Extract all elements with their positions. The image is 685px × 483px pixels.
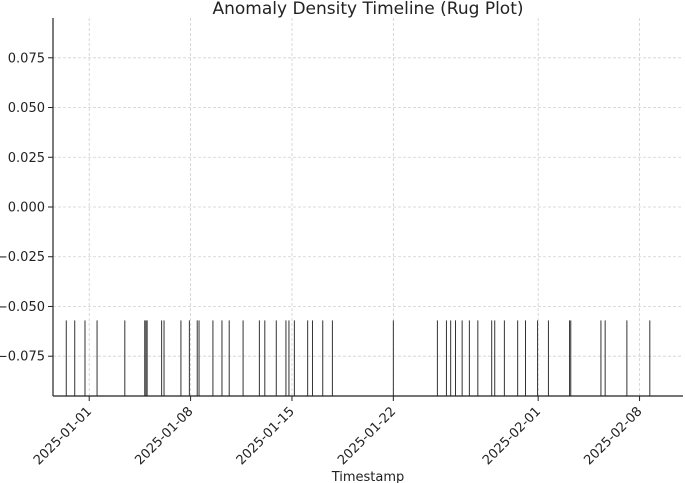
x-axis-ticks: 2025-01-01 2025-01-08 2025-01-15 2025-01-22… xyxy=(31,396,645,468)
x-axis-label: Timestamp xyxy=(331,470,405,483)
y-axis-ticks: 0.075 0.050 0.025 0.000 −0.025 −0.050 −0.075 xyxy=(0,51,53,365)
x-tick-label: 2025-01-08 xyxy=(132,404,196,468)
grid-lines xyxy=(53,18,683,396)
y-tick-label: 0.075 xyxy=(8,51,45,66)
y-tick-label: 0.050 xyxy=(8,101,45,116)
x-tick-label: 2025-01-01 xyxy=(31,404,95,468)
x-tick-label: 2025-01-22 xyxy=(335,404,399,468)
chart-title: Anomaly Density Timeline (Rug Plot) xyxy=(212,0,523,19)
x-tick-label: 2025-01-15 xyxy=(234,404,298,468)
y-tick-label: 0.000 xyxy=(8,201,45,216)
rug-marks xyxy=(65,320,651,396)
y-tick-label: −0.025 xyxy=(0,250,45,265)
y-tick-label: −0.075 xyxy=(0,350,45,365)
y-tick-label: 0.025 xyxy=(8,151,45,166)
x-tick-label: 2025-02-08 xyxy=(581,404,645,468)
y-tick-label: −0.050 xyxy=(0,300,45,315)
x-tick-label: 2025-02-01 xyxy=(480,404,544,468)
